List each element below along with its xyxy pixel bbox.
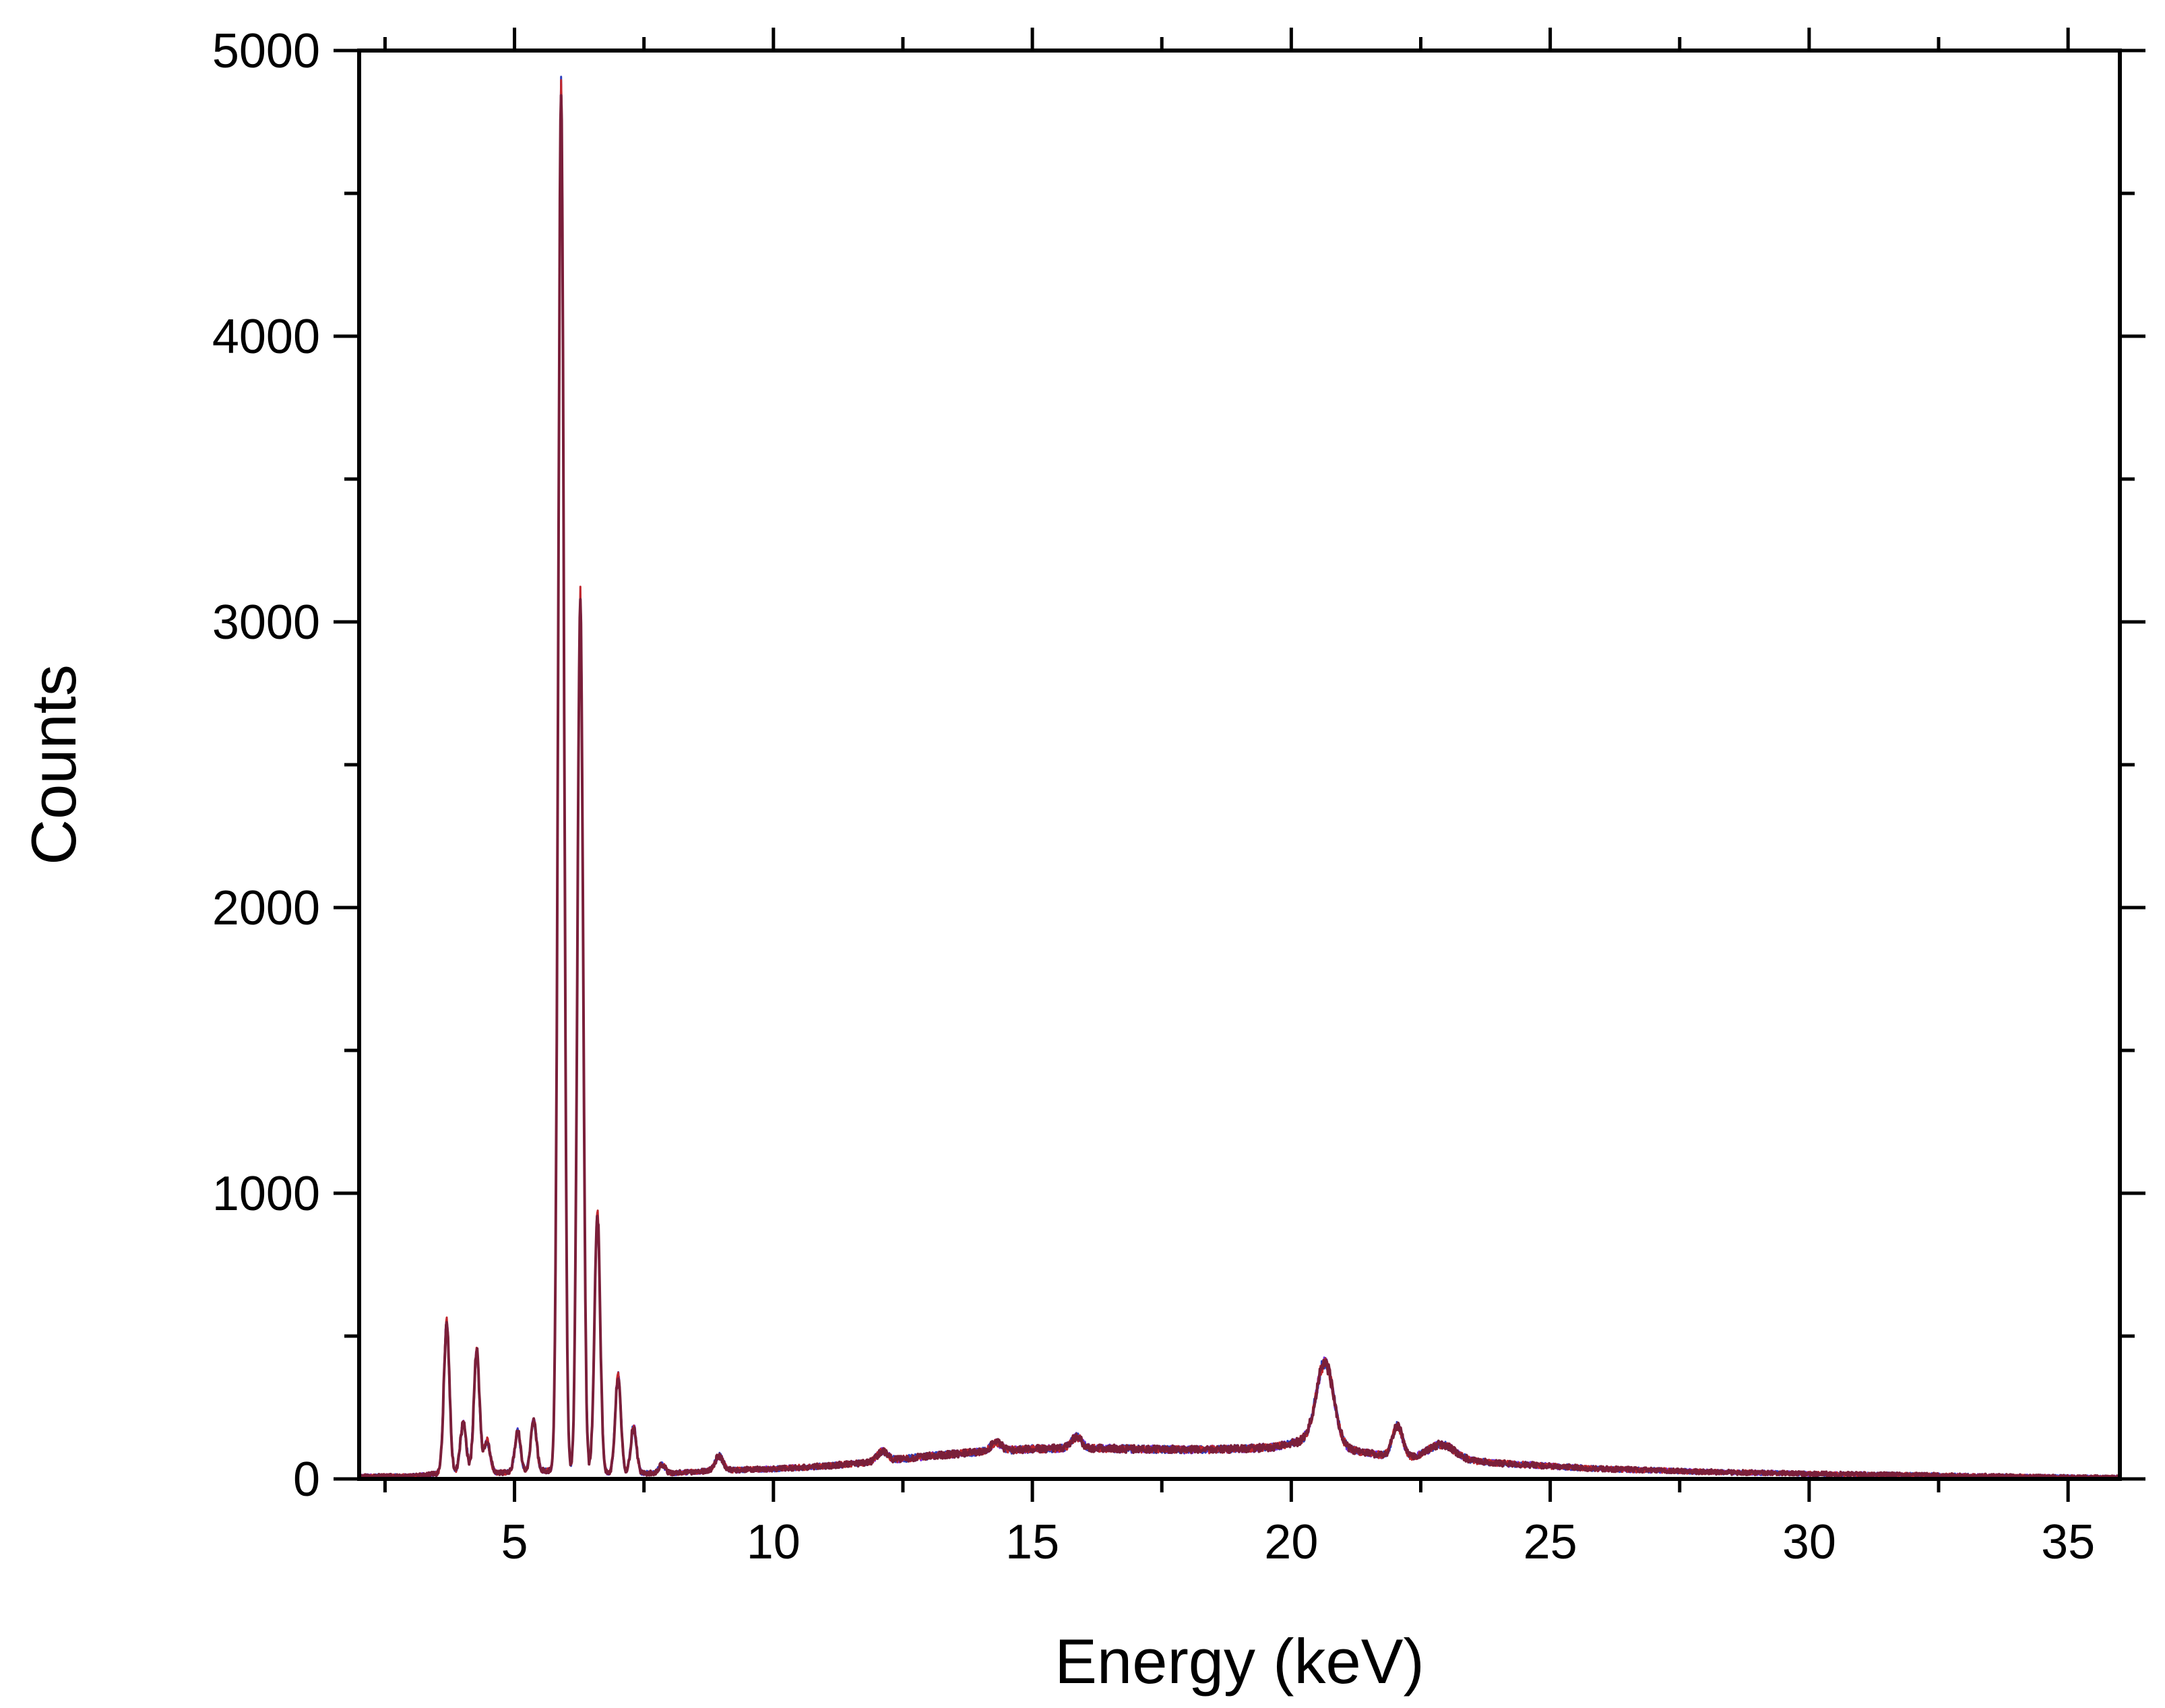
y-tick-label: 0 bbox=[293, 1453, 320, 1507]
x-tick-label: 35 bbox=[2041, 1515, 2095, 1569]
series-traces bbox=[358, 75, 2121, 1480]
y-tick-label: 1000 bbox=[212, 1167, 320, 1221]
y-axis: 0 1000 2000 3000 4000 5000 bbox=[212, 24, 2145, 1507]
y-tick-label: 2000 bbox=[212, 881, 320, 935]
y-tick-label: 3000 bbox=[212, 596, 320, 650]
y-tick-label: 4000 bbox=[212, 310, 320, 364]
y-tick-label: 5000 bbox=[212, 24, 320, 78]
x-tick-label: 5 bbox=[501, 1515, 528, 1569]
x-tick-label: 25 bbox=[1524, 1515, 1577, 1569]
spectrum-line bbox=[358, 94, 2121, 1480]
x-tick-label: 15 bbox=[1005, 1515, 1059, 1569]
x-axis: 5 10 15 20 25 30 35 bbox=[383, 28, 2095, 1569]
x-tick-label: 30 bbox=[1782, 1515, 1836, 1569]
x-tick-label: 20 bbox=[1264, 1515, 1318, 1569]
x-axis-title: Energy (keV) bbox=[1055, 1626, 1424, 1697]
y-axis-title: Counts bbox=[18, 664, 89, 865]
x-tick-label: 10 bbox=[747, 1515, 801, 1569]
